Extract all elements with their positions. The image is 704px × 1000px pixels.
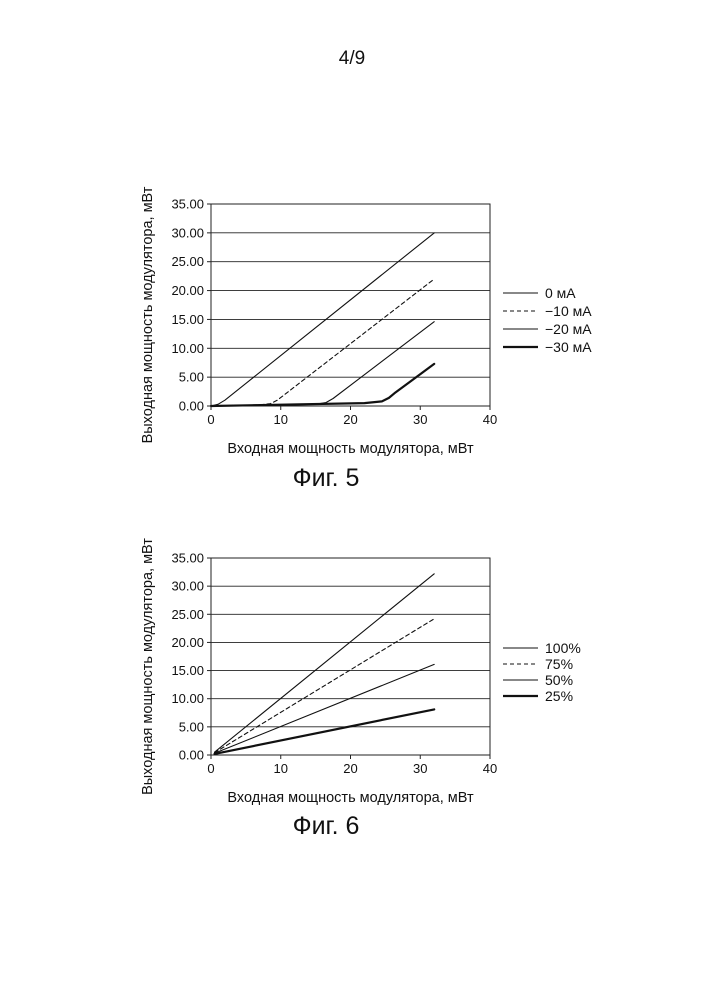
y-tick-label: 30.00 (171, 579, 204, 594)
y-tick-label: 15.00 (171, 312, 204, 327)
y-tick-label: 20.00 (171, 635, 204, 650)
x-axis-label: Входная мощность модулятора, мВт (227, 790, 474, 806)
series-line (211, 322, 434, 406)
x-tick-label: 40 (483, 412, 497, 427)
y-axis-label: Выходная мощность модулятора, мВт (140, 186, 156, 443)
chart-fig5: 0.00 5.00 10.00 15.00 20.00 25.00 30.00 35.00 0 1… (0, 140, 704, 470)
legend-label: −10 мА (545, 303, 592, 319)
y-tick-label: 20.00 (171, 283, 204, 298)
series-line (211, 279, 434, 406)
legend-label: 100% (545, 640, 581, 656)
y-tick-label: 0.00 (179, 748, 204, 763)
y-tick-label: 5.00 (179, 370, 204, 385)
legend-label: −30 мА (545, 339, 592, 355)
y-tick-label: 35.00 (171, 551, 204, 566)
y-tick-label: 5.00 (179, 719, 204, 734)
x-tick-label: 0 (207, 412, 214, 427)
y-tick-label: 35.00 (171, 197, 204, 212)
legend-label: 25% (545, 688, 573, 704)
figure-5: 0.00 5.00 10.00 15.00 20.00 25.00 30.00 35.00 0 1… (0, 140, 704, 470)
y-tick-label: 25.00 (171, 254, 204, 269)
legend-label: −20 мА (545, 321, 592, 337)
y-tick-label: 10.00 (171, 691, 204, 706)
x-tick-label: 30 (413, 412, 427, 427)
x-tick-label: 30 (413, 761, 427, 776)
series-line (215, 574, 435, 752)
x-axis-label: Входная мощность модулятора, мВт (227, 441, 474, 457)
plot-area (211, 204, 490, 406)
series-line (215, 664, 435, 753)
chart-fig6: 0.00 5.00 10.00 15.00 20.00 25.00 30.00 35.00 0 1… (0, 500, 704, 830)
legend-label: 0 мА (545, 285, 576, 301)
figure-caption: Фиг. 5 (0, 464, 652, 493)
y-tick-label: 15.00 (171, 663, 204, 678)
legend-label: 50% (545, 672, 573, 688)
x-tick-label: 20 (343, 761, 357, 776)
legend-label: 75% (545, 656, 573, 672)
figure-caption: Фиг. 6 (0, 812, 652, 841)
page-number: 4/9 (0, 48, 704, 70)
x-tick-label: 40 (483, 761, 497, 776)
x-tick-label: 0 (207, 761, 214, 776)
y-axis-label: Выходная мощность модулятора, мВт (140, 538, 156, 795)
series-line (215, 709, 435, 754)
x-tick-label: 20 (343, 412, 357, 427)
x-tick-label: 10 (274, 412, 288, 427)
x-tick-label: 10 (274, 761, 288, 776)
y-tick-label: 10.00 (171, 341, 204, 356)
y-tick-label: 0.00 (179, 399, 204, 414)
y-tick-label: 25.00 (171, 607, 204, 622)
figure-6: 0.00 5.00 10.00 15.00 20.00 25.00 30.00 35.00 0 1… (0, 500, 704, 830)
y-tick-label: 30.00 (171, 225, 204, 240)
